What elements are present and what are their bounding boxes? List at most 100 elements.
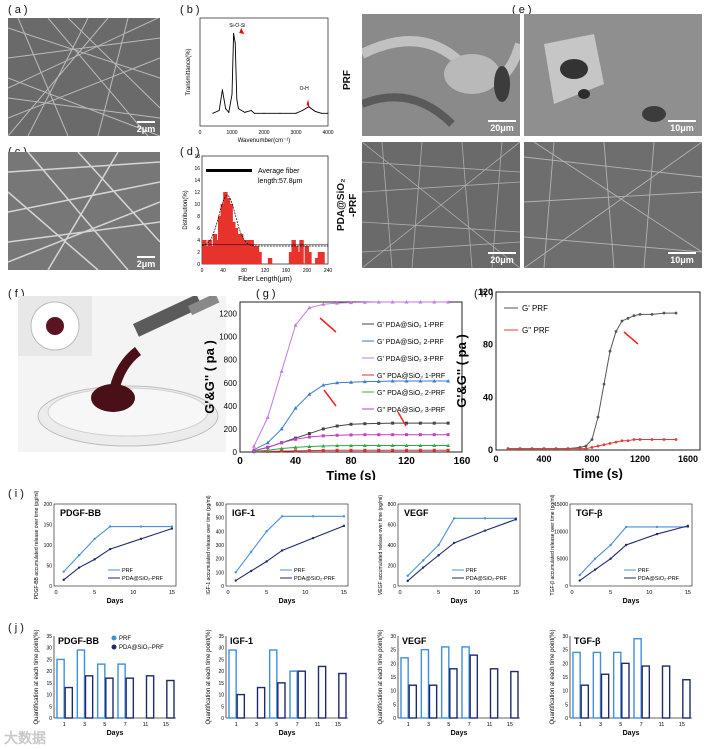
bar-pda	[338, 672, 347, 719]
series-point	[446, 421, 450, 425]
x-tick-label: 2000	[258, 130, 269, 136]
y-tick-label: 600	[216, 502, 225, 508]
bar-pda	[277, 682, 286, 719]
y-tick-label: 15	[218, 681, 224, 687]
release-point	[452, 541, 456, 545]
x-tick-label: 80	[241, 268, 247, 274]
release-line-pda	[63, 528, 173, 581]
series-point	[362, 443, 367, 448]
y-axis-label: PDGF-BB accumulated release over time (p…	[34, 490, 40, 599]
histogram-bar	[317, 252, 323, 264]
x-axis-label: Days	[451, 730, 468, 737]
series-point	[335, 433, 339, 437]
y-tick-label: 5000	[557, 557, 568, 563]
fit-curve	[201, 195, 328, 247]
y-axis-label: Quantification at each time point(%)	[34, 629, 40, 724]
bar-pda	[661, 665, 671, 719]
release-point	[249, 569, 253, 573]
series-point	[432, 448, 436, 452]
y-tick-label: 14	[194, 178, 200, 184]
series-point	[294, 449, 297, 453]
ftir-point	[231, 94, 233, 95]
x-tick-label: 40	[220, 268, 226, 274]
y-tick-label: 15	[390, 675, 396, 681]
y-tick-label: 600	[388, 523, 397, 529]
y-tick-label: 20	[562, 661, 568, 667]
y-tick-label: 10	[194, 202, 200, 208]
x-tick-label: 160	[282, 268, 291, 274]
sem-image-c: 2μm	[8, 152, 160, 270]
quantification-bar-charts: 1 3 5 7 11 15PDGF-BB05101520253035DaysQuantif…	[34, 629, 692, 737]
sem-image-pda-10um: 10μm	[524, 142, 702, 268]
y-tick-label: 30	[218, 646, 224, 652]
release-point	[655, 532, 659, 536]
series-point	[280, 449, 284, 453]
series-point	[584, 447, 588, 451]
series-point	[376, 379, 381, 383]
panel-title: VEGF	[404, 508, 429, 518]
y-tick-label: 150	[44, 523, 53, 529]
x-tick-label: 3	[83, 722, 86, 728]
histogram-bar	[236, 234, 241, 264]
histogram-bar	[225, 198, 231, 264]
histogram-bar	[299, 240, 304, 264]
bar-pda	[297, 670, 307, 719]
x-tick-label: 7	[124, 722, 127, 728]
release-line-pda	[407, 518, 517, 582]
fiber-length-histogram: 0 40 80 120 160 200 240 0 2 4 6 8 10 12 14 16 18 Fiber Le…	[183, 154, 332, 283]
x-axis-label: Days	[279, 598, 296, 605]
histogram-bar	[233, 228, 239, 264]
histogram-bar	[204, 246, 210, 264]
series-point	[626, 316, 630, 320]
y-tick-label: 15	[562, 675, 568, 681]
series-point	[335, 443, 340, 448]
series-point	[390, 443, 395, 448]
series-point	[265, 415, 270, 419]
x-tick-label: 1200	[630, 454, 650, 464]
release-point	[593, 557, 597, 560]
release-point	[62, 578, 65, 582]
x-tick-label: 3	[255, 722, 258, 728]
release-point	[139, 537, 143, 541]
series-point	[349, 448, 353, 452]
series-point	[377, 421, 381, 425]
histogram-bar	[252, 246, 257, 264]
panel-title: TGF-β	[576, 508, 603, 518]
x-tick-label: 10	[302, 590, 308, 596]
legend-entry: G'' PDA@SiO₂ 1-PRF	[377, 373, 445, 380]
release-point	[483, 517, 487, 520]
scale-bar-a: 2μm	[136, 121, 156, 134]
y-tick-label: 10000	[554, 529, 568, 535]
release-point	[265, 530, 268, 533]
series-point	[279, 426, 284, 431]
legend-prf: PRF	[638, 568, 650, 574]
series-point	[390, 300, 395, 304]
peak-arrow-2	[306, 99, 310, 107]
ftir-point	[250, 109, 252, 111]
series-point	[405, 421, 408, 425]
legend-prf: PRF	[122, 568, 134, 574]
y-tick-label: 0	[49, 716, 52, 722]
x-tick-label: 5	[275, 722, 278, 728]
legend-entry: G' PRF	[522, 304, 548, 313]
ftir-point	[237, 108, 239, 110]
series-point	[280, 441, 284, 445]
series-point	[554, 447, 558, 451]
release-point	[62, 570, 65, 573]
panel-b-label: ( b )	[180, 4, 200, 16]
release-point	[421, 566, 425, 569]
legend-entry: G' PDA@SiO₂ 3-PRF	[377, 356, 444, 363]
series-point	[265, 440, 270, 445]
y-tick-label: 80	[483, 340, 493, 350]
peak-arrow-1	[239, 28, 245, 34]
sem-image-a: 2μm	[8, 18, 160, 136]
legend-dot-pda	[111, 644, 117, 650]
histogram-bar	[246, 240, 252, 264]
series-point	[432, 300, 437, 304]
rheology-chart-prf: 0 400 800 1200 1600 0 40 80 120 Time (s) G'&G'' ( …	[454, 287, 701, 480]
bar-prf	[228, 649, 237, 719]
series-point	[578, 447, 582, 451]
release-point	[437, 543, 440, 547]
x-tick-label: 11	[143, 722, 149, 728]
x-tick-label: 10	[646, 590, 652, 596]
